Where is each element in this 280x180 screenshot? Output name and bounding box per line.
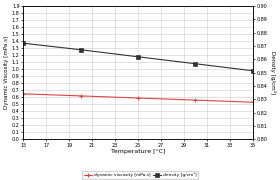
dynamic viscosity [mPa.s]: [79, 95, 82, 97]
X-axis label: Temperature [°C]: Temperature [°C]: [111, 149, 165, 154]
dynamic viscosity [mPa.s]: [136, 97, 140, 99]
density [g/cm³]: [251, 70, 255, 72]
Line: density [g/cm³]: density [g/cm³]: [22, 41, 255, 73]
density [g/cm³]: [22, 42, 25, 44]
Y-axis label: Dynamic Viscosity [mPa.s]: Dynamic Viscosity [mPa.s]: [4, 36, 9, 109]
Y-axis label: Density [g/cm³]: Density [g/cm³]: [270, 51, 276, 94]
density [g/cm³]: [136, 56, 140, 58]
density [g/cm³]: [79, 49, 82, 51]
dynamic viscosity [mPa.s]: [22, 93, 25, 95]
density [g/cm³]: [194, 63, 197, 65]
dynamic viscosity [mPa.s]: [194, 99, 197, 101]
Line: dynamic viscosity [mPa.s]: dynamic viscosity [mPa.s]: [21, 91, 255, 105]
dynamic viscosity [mPa.s]: [251, 101, 255, 103]
Legend: dynamic viscosity [mPa.s], density [g/cm³]: dynamic viscosity [mPa.s], density [g/cm…: [82, 171, 198, 179]
